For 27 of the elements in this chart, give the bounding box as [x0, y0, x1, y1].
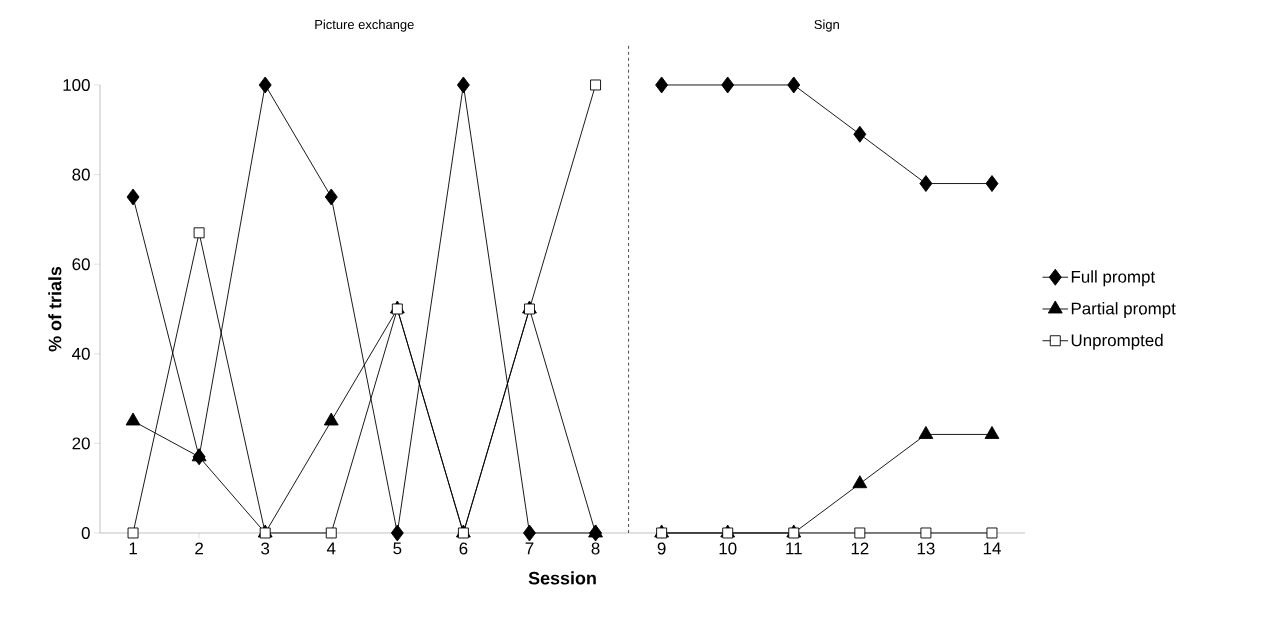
- legend-label: Partial prompt: [1071, 302, 1176, 318]
- y-axis-title: % of trials: [48, 266, 62, 352]
- y-tick-label: 60: [72, 258, 90, 271]
- text: Sign: [814, 19, 839, 32]
- x-tick-label: 8: [591, 542, 600, 555]
- x-tick-label: 1: [129, 542, 137, 555]
- x-tick-label: 14: [983, 542, 1001, 555]
- y-tick-label: 20: [72, 437, 90, 450]
- y-tick-label: 40: [72, 347, 90, 360]
- legend-label: Unprompted: [1071, 333, 1163, 350]
- legend-label: Full prompt: [1071, 270, 1156, 287]
- y-tick-label: 80: [72, 168, 90, 181]
- x-tick-label: 11: [786, 542, 802, 555]
- x-tick-label: 2: [195, 542, 203, 555]
- text: Picture exchange: [315, 19, 414, 32]
- x-tick-label: 7: [525, 542, 534, 555]
- x-tick-label: 10: [719, 542, 737, 555]
- y-tick-label: 0: [81, 526, 90, 539]
- x-tick-label: 12: [851, 542, 869, 555]
- x-tick-label: 13: [917, 542, 935, 555]
- x-tick-label: 6: [459, 542, 468, 555]
- x-tick-label: 4: [326, 542, 336, 555]
- x-axis-title: Session: [528, 571, 596, 585]
- x-tick-label: 3: [261, 542, 270, 555]
- y-tick-label: 100: [63, 78, 90, 91]
- x-tick-label: 5: [393, 542, 402, 555]
- x-tick-label: 9: [657, 542, 666, 555]
